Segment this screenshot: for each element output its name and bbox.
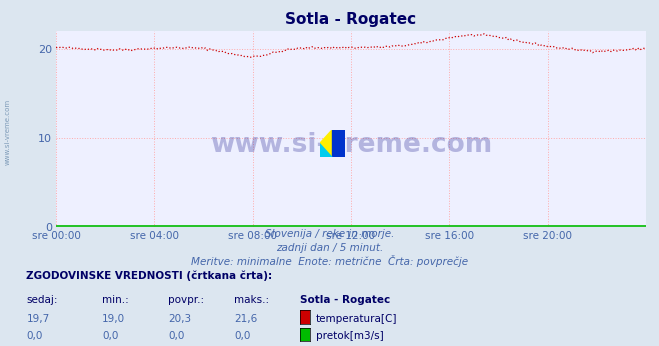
Text: Slovenija / reke in morje.: Slovenija / reke in morje.: [265, 229, 394, 239]
Text: 21,6: 21,6: [234, 314, 257, 324]
Text: 0,0: 0,0: [102, 331, 119, 341]
Text: 0,0: 0,0: [26, 331, 43, 341]
Text: povpr.:: povpr.:: [168, 295, 204, 305]
Text: sedaj:: sedaj:: [26, 295, 58, 305]
Text: Sotla - Rogatec: Sotla - Rogatec: [300, 295, 390, 305]
Text: 19,7: 19,7: [26, 314, 49, 324]
Text: temperatura[C]: temperatura[C]: [316, 314, 397, 324]
Text: 0,0: 0,0: [168, 331, 185, 341]
Title: Sotla - Rogatec: Sotla - Rogatec: [285, 12, 416, 27]
Polygon shape: [320, 130, 332, 157]
Text: pretok[m3/s]: pretok[m3/s]: [316, 331, 384, 341]
Polygon shape: [320, 144, 332, 157]
Text: maks.:: maks.:: [234, 295, 269, 305]
Text: Meritve: minimalne  Enote: metrične  Črta: povprečje: Meritve: minimalne Enote: metrične Črta:…: [191, 255, 468, 267]
Text: 0,0: 0,0: [234, 331, 250, 341]
Text: www.si-vreme.com: www.si-vreme.com: [5, 98, 11, 165]
Text: min.:: min.:: [102, 295, 129, 305]
Text: 19,0: 19,0: [102, 314, 125, 324]
Text: www.si-vreme.com: www.si-vreme.com: [210, 131, 492, 157]
Text: 20,3: 20,3: [168, 314, 191, 324]
Text: zadnji dan / 5 minut.: zadnji dan / 5 minut.: [276, 243, 383, 253]
Text: ZGODOVINSKE VREDNOSTI (črtkana črta):: ZGODOVINSKE VREDNOSTI (črtkana črta):: [26, 270, 272, 281]
Polygon shape: [332, 130, 345, 157]
